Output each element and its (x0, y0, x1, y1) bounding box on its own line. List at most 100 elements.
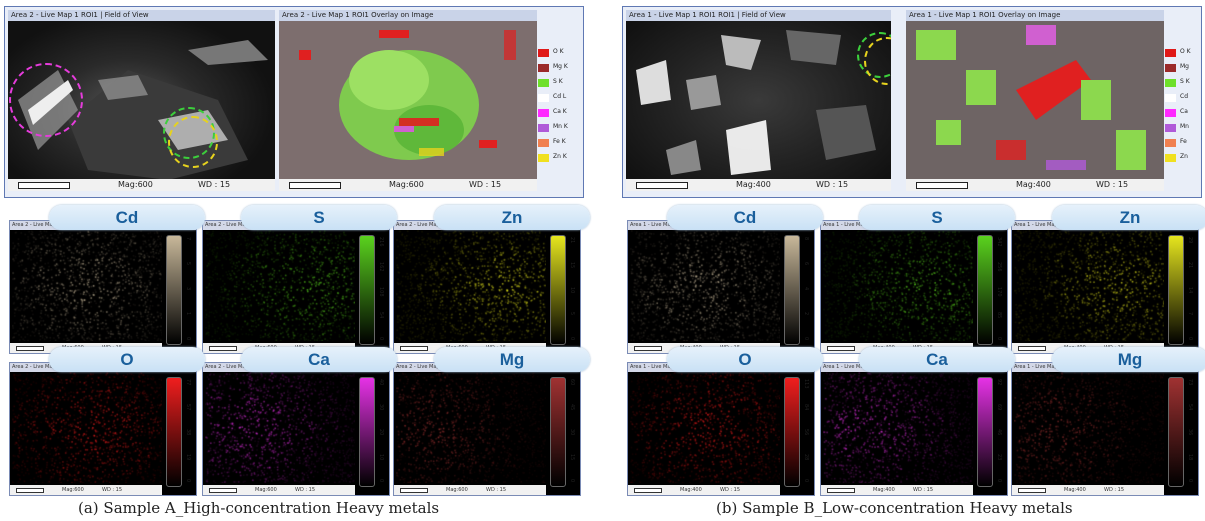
tick-label: 4 (803, 287, 809, 291)
mag-label: Mag:600 (255, 487, 277, 493)
wd-label: WD : 15 (1096, 180, 1129, 189)
element-map-image (205, 230, 355, 341)
legend-swatch (1165, 94, 1176, 102)
legend-swatch (538, 124, 549, 132)
tick-label: 10 (378, 454, 384, 461)
scale-bar (289, 182, 341, 189)
color-scale-bar (359, 235, 375, 345)
tick-label: 46 (996, 429, 1002, 436)
mag-label: Mag:400 (873, 487, 895, 493)
scale-bar (827, 346, 855, 351)
color-scale-ticks: 0 10 20 30 40 (376, 375, 388, 487)
overlay-image: Area 2 - Live Map 1 ROI1 Overlay on Imag… (279, 10, 537, 191)
legend-item: Ca K (538, 107, 580, 122)
scale-bar (400, 488, 428, 493)
legend-swatch (1165, 64, 1176, 72)
element-map-tile: Area 2 - Live Map Mag:600 WD : 15 0 19 38 57 77 (9, 362, 197, 496)
tick-label: 108 (378, 287, 384, 297)
tick-label: 1 (185, 312, 191, 316)
legend-swatch (538, 94, 549, 102)
legend-item: O K (538, 47, 580, 62)
color-scale-bar (550, 235, 566, 345)
color-scale-bar (166, 235, 182, 345)
caption-a: (a) Sample A_High-concentration Heavy me… (78, 499, 440, 517)
legend-swatch (538, 79, 549, 87)
fov-footer: Mag:600 WD : 15 (8, 179, 275, 191)
overlay-shapes (299, 30, 516, 160)
element-map-image (630, 230, 780, 341)
tick-label: 29 (1187, 237, 1193, 244)
tick-label: 21 (569, 237, 575, 244)
tick-label: 28 (803, 454, 809, 461)
element-map-tile: Area 1 - Live Map Mag:400 WD : 15 0 18 36 54 73 (1011, 362, 1199, 496)
mag-label: Mag:600 (389, 180, 424, 189)
top-row: Area 2 - Live Map 1 ROI1 | Field of View… (4, 6, 584, 198)
particle-shapes (636, 30, 876, 175)
element-label-pill: S (241, 205, 397, 230)
element-map-image (823, 230, 973, 341)
legend-item: S K (1165, 77, 1205, 92)
tick-label: 3 (185, 287, 191, 291)
legend-item: Mn K (538, 122, 580, 137)
element-map-image (1014, 230, 1164, 341)
tick-label: 0 (803, 337, 809, 341)
color-scale-ticks: 0 28 56 84 113 (801, 375, 813, 487)
wd-label: WD : 15 (913, 487, 934, 493)
tile-footer: Mag:600 WD : 15 (10, 485, 162, 495)
legend-item: Zn (1165, 152, 1205, 167)
tick-label: 18 (1187, 454, 1193, 461)
tick-label: 170 (996, 287, 1002, 297)
tick-label: 45 (569, 404, 575, 411)
scale-bar (827, 488, 855, 493)
legend-swatch (538, 139, 549, 147)
tick-label: 0 (569, 337, 575, 341)
wd-label: WD : 15 (469, 180, 502, 189)
element-map-tile: Area 1 - Live Map Mag:400 WD : 15 0 23 46 69 92 (820, 362, 1008, 496)
tick-label: 30 (569, 429, 575, 436)
tick-label: 2 (803, 312, 809, 316)
legend-item: Mg K (538, 62, 580, 77)
color-scale-bar (359, 377, 375, 487)
element-map-tile: Area 2 - Live Map Mag:600 WD : 15 0 15 30 45 60 (393, 362, 581, 496)
scale-bar (636, 182, 688, 189)
legend-swatch (1165, 109, 1176, 117)
tile-footer: Mag:400 WD : 15 (628, 485, 780, 495)
scale-bar (400, 346, 428, 351)
color-scale-bar (977, 377, 993, 487)
overlay-title: Area 2 - Live Map 1 ROI1 Overlay on Imag… (279, 10, 537, 21)
legend-swatch (1165, 124, 1176, 132)
color-scale-ticks: 0 85 170 256 342 (994, 233, 1006, 345)
fov-title: Area 1 - Live Map 1 ROI1 ROI1 | Field of… (626, 10, 891, 21)
tick-label: 0 (996, 479, 1002, 483)
wd-label: WD : 15 (486, 487, 507, 493)
tick-label: 77 (185, 379, 191, 386)
element-map-image (205, 372, 355, 483)
legend-swatch (1165, 154, 1176, 162)
tick-label: 20 (378, 429, 384, 436)
scale-bar (916, 182, 968, 189)
tick-label: 0 (378, 479, 384, 483)
color-scale-bar (784, 235, 800, 345)
scale-bar (634, 346, 662, 351)
legend-item: Mg (1165, 62, 1205, 77)
tile-footer: Mag:600 WD : 15 (203, 485, 355, 495)
color-scale-bar (166, 377, 182, 487)
color-scale-ticks: 0 2 4 6 8 (801, 233, 813, 345)
tick-label: 30 (378, 404, 384, 411)
scale-bar (18, 182, 70, 189)
legend-item: Fe (1165, 137, 1205, 152)
tick-label: 57 (185, 404, 191, 411)
mag-label: Mag:600 (62, 487, 84, 493)
tick-label: 14 (1187, 287, 1193, 294)
tick-label: 60 (569, 379, 575, 386)
color-scale-ticks: 0 18 36 54 73 (1185, 375, 1197, 487)
tick-label: 0 (378, 337, 384, 341)
tick-label: 54 (1187, 404, 1193, 411)
tick-label: 0 (185, 337, 191, 341)
tile-footer: Mag:400 WD : 15 (1012, 485, 1164, 495)
legend-swatch (538, 49, 549, 57)
scale-bar (634, 488, 662, 493)
